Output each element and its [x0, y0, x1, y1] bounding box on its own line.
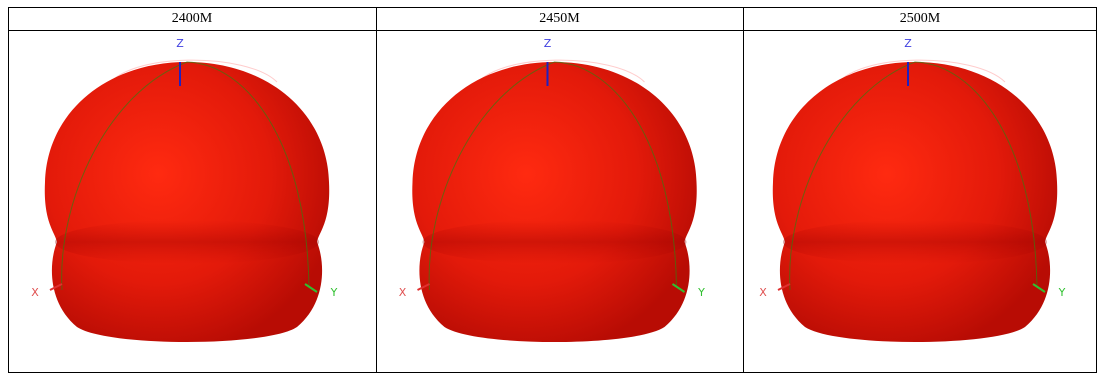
y-axis-label: Y [330, 286, 338, 299]
meridian [61, 61, 310, 291]
column-header: 2450M [539, 11, 580, 26]
x-axis [49, 283, 63, 291]
y-axis [304, 283, 318, 293]
waist-shade [422, 220, 687, 264]
ghost-outline [474, 59, 645, 88]
y-axis [671, 283, 686, 293]
x-axis-label: X [399, 286, 407, 299]
z-axis-label: Z [176, 37, 184, 50]
radiation-pattern: Z X Y [31, 37, 338, 342]
z-axis-label: Z [904, 37, 912, 50]
meridian [428, 61, 677, 291]
x-axis [417, 283, 430, 291]
ghost-outline [834, 59, 1006, 88]
y-axis [1032, 283, 1046, 293]
column-header: 2400M [172, 11, 213, 26]
meridian [789, 61, 1038, 291]
pattern-surface [772, 62, 1058, 342]
x-axis-label: X [31, 286, 39, 299]
waist-shade [783, 220, 1047, 264]
radiation-pattern: Z X Y [399, 37, 705, 342]
radiation-pattern: Z X Y [759, 37, 1066, 342]
pattern-surface [412, 62, 697, 342]
column-header: 2500M [900, 11, 941, 26]
table-grid [8, 7, 1097, 373]
z-axis-label: Z [544, 37, 552, 50]
y-axis-label: Y [1058, 286, 1066, 299]
ghost-outline [106, 59, 278, 88]
y-axis-label: Y [697, 286, 705, 299]
pattern-surface [44, 62, 330, 342]
x-axis [777, 283, 791, 291]
waist-shade [55, 220, 319, 264]
x-axis-label: X [759, 286, 767, 299]
